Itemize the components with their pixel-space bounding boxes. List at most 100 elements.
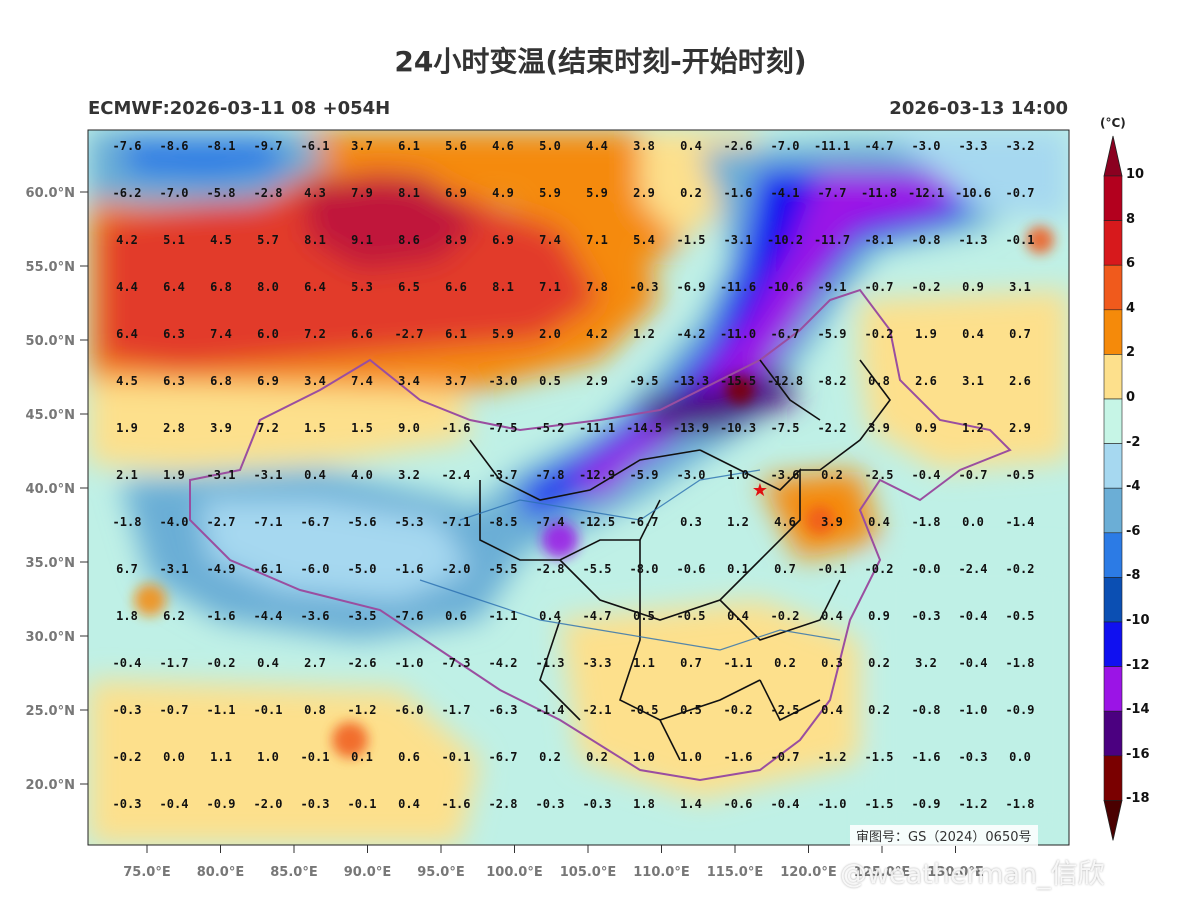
grid-value: 6.3 (163, 327, 185, 341)
grid-value: 9.1 (351, 233, 373, 247)
colorbar-tick-label: -14 (1126, 702, 1150, 718)
grid-value: -7.5 (771, 421, 800, 435)
grid-value: -4.2 (677, 327, 706, 341)
grid-value: 1.9 (163, 468, 185, 482)
grid-value: -3.1 (724, 233, 753, 247)
grid-value: 2.7 (304, 656, 326, 670)
colorbar-segment (1103, 666, 1123, 712)
grid-value: 3.4 (304, 374, 326, 388)
grid-value: 5.4 (633, 233, 655, 247)
grid-value: -7.0 (160, 186, 189, 200)
grid-value: -10.6 (955, 186, 991, 200)
grid-value: -13.3 (673, 374, 709, 388)
grid-value: -2.7 (395, 327, 424, 341)
grid-value: -12.9 (579, 468, 615, 482)
grid-value: 0.4 (398, 797, 420, 811)
grid-value: -0.7 (959, 468, 988, 482)
grid-value: 6.9 (257, 374, 279, 388)
grid-value: 1.5 (351, 421, 373, 435)
grid-value: -10.2 (767, 233, 803, 247)
grid-value: -11.0 (720, 327, 756, 341)
grid-value: -7.7 (818, 186, 847, 200)
grid-value: -8.1 (865, 233, 894, 247)
grid-value: -0.2 (865, 562, 894, 576)
grid-value: 0.0 (1009, 750, 1031, 764)
grid-value: -1.5 (865, 750, 894, 764)
grid-value: -0.7 (771, 750, 800, 764)
colorbar-tick-label: 0 (1126, 390, 1136, 405)
grid-value: 1.0 (680, 750, 702, 764)
grid-value: -11.1 (579, 421, 615, 435)
grid-value: -1.4 (536, 703, 565, 717)
grid-value: 3.7 (445, 374, 467, 388)
grid-value: 6.1 (445, 327, 467, 341)
grid-value: -1.4 (1006, 515, 1035, 529)
grid-value: -9.5 (630, 374, 659, 388)
grid-value: -2.7 (207, 515, 236, 529)
grid-value: -12.5 (579, 515, 615, 529)
grid-value: -0.6 (724, 797, 753, 811)
grid-value: 7.1 (586, 233, 608, 247)
grid-value: 7.1 (539, 280, 561, 294)
grid-value: 8.9 (445, 233, 467, 247)
grid-value: 6.3 (163, 374, 185, 388)
longitude-tick-label: 95.0°E (417, 865, 464, 880)
grid-value: 1.0 (633, 750, 655, 764)
grid-value: 3.1 (962, 374, 984, 388)
grid-value: -4.0 (160, 515, 189, 529)
grid-value: 6.6 (445, 280, 467, 294)
grid-value: -0.7 (1006, 186, 1035, 200)
grid-value: 4.4 (116, 280, 138, 294)
grid-value: -0.8 (912, 703, 941, 717)
grid-value: -0.3 (113, 703, 142, 717)
grid-values-layer: -7.6 -8.6 -8.1 -9.7 -6.1 3.7 6.1 5.6 4.6 5.0 4.4 3.… (113, 139, 1035, 811)
grid-value: -3.6 (771, 468, 800, 482)
grid-value: 3.2 (398, 468, 420, 482)
grid-value: -2.2 (818, 421, 847, 435)
longitude-tick-label: 115.0°E (707, 865, 764, 880)
grid-value: -6.9 (677, 280, 706, 294)
grid-value: 0.2 (539, 750, 561, 764)
map-review-number: 审图号：GS（2024）0650号 (850, 825, 1038, 846)
grid-value: 2.9 (633, 186, 655, 200)
grid-value: -12.1 (908, 186, 944, 200)
longitude-tick-label: 100.0°E (486, 865, 543, 880)
grid-value: 6.4 (304, 280, 326, 294)
latitude-tick-label: 50.0°N (26, 334, 75, 349)
colorbar-bottom-arrow (1103, 800, 1123, 841)
grid-value: -0.9 (912, 797, 941, 811)
grid-value: 6.4 (116, 327, 138, 341)
grid-value: 0.7 (680, 656, 702, 670)
grid-value: -8.6 (160, 139, 189, 153)
grid-value: -2.0 (442, 562, 471, 576)
grid-value: -9.7 (254, 139, 283, 153)
grid-value: -0.3 (630, 280, 659, 294)
grid-value: -1.7 (442, 703, 471, 717)
grid-value: 4.2 (116, 233, 138, 247)
longitude-tick-label: 105.0°E (560, 865, 617, 880)
longitude-tick-label: 75.0°E (123, 865, 170, 880)
grid-value: -2.4 (442, 468, 471, 482)
grid-value: -4.7 (583, 609, 612, 623)
grid-value: -8.0 (630, 562, 659, 576)
grid-value: 0.4 (680, 139, 702, 153)
grid-value: -5.9 (630, 468, 659, 482)
grid-value: -7.3 (442, 656, 471, 670)
grid-value: -3.5 (348, 609, 377, 623)
grid-value: 2.1 (116, 468, 138, 482)
grid-value: -1.8 (1006, 656, 1035, 670)
longitude-tick-label: 125.0°E (854, 865, 911, 880)
grid-value: 4.5 (210, 233, 232, 247)
grid-value: -0.1 (1006, 233, 1035, 247)
grid-value: -1.1 (207, 703, 236, 717)
grid-value: -7.5 (489, 421, 518, 435)
grid-value: -10.6 (767, 280, 803, 294)
grid-value: 0.1 (351, 750, 373, 764)
grid-value: -11.8 (861, 186, 897, 200)
grid-value: 7.8 (586, 280, 608, 294)
grid-value: -6.1 (254, 562, 283, 576)
grid-value: -6.3 (489, 703, 518, 717)
colorbar-tick-label: 8 (1126, 211, 1136, 227)
grid-value: 6.8 (210, 374, 232, 388)
grid-value: 2.0 (539, 327, 561, 341)
